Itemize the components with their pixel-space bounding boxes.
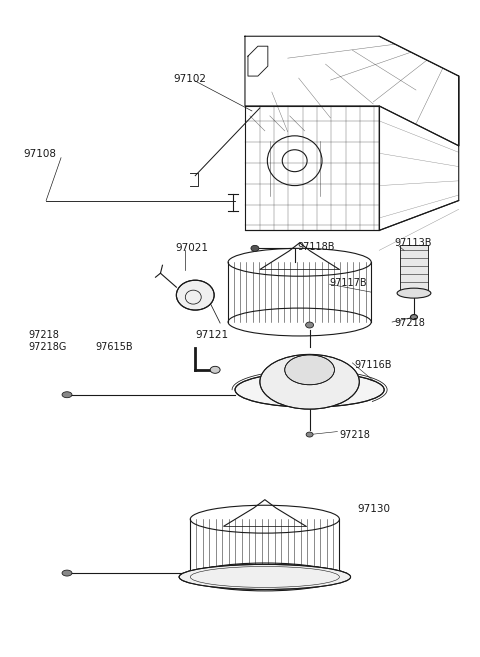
Text: 97218: 97218 xyxy=(28,330,59,340)
Ellipse shape xyxy=(306,322,313,328)
Text: 97102: 97102 xyxy=(173,74,206,84)
Text: 97108: 97108 xyxy=(23,148,56,159)
Ellipse shape xyxy=(410,315,418,319)
Ellipse shape xyxy=(260,354,360,409)
Ellipse shape xyxy=(235,373,384,407)
Text: 97218: 97218 xyxy=(339,430,370,440)
Text: 97116B: 97116B xyxy=(354,360,392,370)
Text: 97615B: 97615B xyxy=(96,342,133,352)
Ellipse shape xyxy=(306,432,313,437)
Ellipse shape xyxy=(397,288,431,298)
Ellipse shape xyxy=(62,392,72,397)
Bar xyxy=(400,245,428,290)
Text: 97218G: 97218G xyxy=(28,342,67,352)
Ellipse shape xyxy=(285,355,335,385)
Text: 97130: 97130 xyxy=(357,505,390,514)
Ellipse shape xyxy=(179,564,350,589)
Text: 97121: 97121 xyxy=(195,330,228,340)
Ellipse shape xyxy=(176,280,214,310)
Ellipse shape xyxy=(62,570,72,576)
Text: 97117B: 97117B xyxy=(329,278,367,288)
Ellipse shape xyxy=(251,245,259,252)
Text: 97021: 97021 xyxy=(175,243,208,254)
Text: 97218: 97218 xyxy=(394,318,425,328)
Text: 97118B: 97118B xyxy=(298,242,335,252)
Text: 97113B: 97113B xyxy=(394,238,432,248)
Ellipse shape xyxy=(210,367,220,373)
